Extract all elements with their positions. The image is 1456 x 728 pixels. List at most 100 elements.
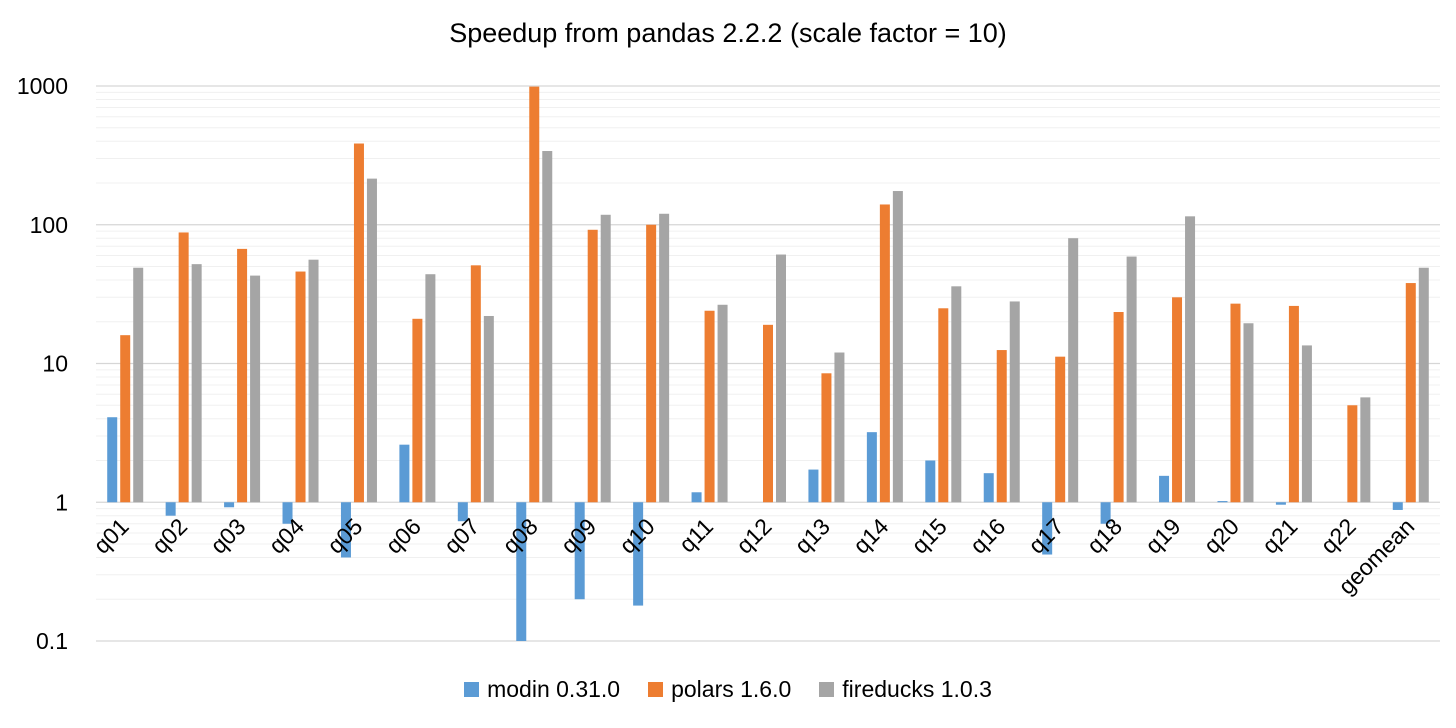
bar-polars-q10 — [646, 224, 657, 503]
bar-polars-q14 — [879, 204, 890, 503]
bar-polars-q13 — [821, 373, 832, 503]
bar-modin-q01 — [107, 417, 118, 503]
bar-fireducks-q08 — [542, 151, 553, 503]
x-tick-label: q09 — [556, 513, 602, 559]
bar-modin-q20 — [1217, 501, 1228, 503]
bar-modin-q03 — [224, 502, 235, 508]
x-tick-label: q08 — [497, 513, 543, 559]
bar-polars-q04 — [295, 271, 306, 503]
legend-swatch — [464, 682, 480, 697]
bar-modin-q13 — [808, 469, 819, 503]
bar-modin-q15 — [925, 460, 936, 503]
x-tick-label: q02 — [147, 513, 193, 559]
y-tick-label: 0.1 — [36, 628, 68, 654]
bar-polars-q15 — [938, 308, 949, 503]
bar-polars-q05 — [353, 143, 364, 503]
bar-fireducks-q03 — [250, 275, 261, 503]
x-tick-label: q18 — [1082, 513, 1128, 559]
bar-fireducks-q04 — [308, 259, 319, 503]
bar-fireducks-geomean — [1418, 267, 1429, 503]
bar-modin-q16 — [983, 473, 994, 503]
legend-label: modin 0.31.0 — [487, 676, 621, 702]
bar-fireducks-q05 — [366, 178, 377, 503]
bar-fireducks-q06 — [425, 274, 436, 503]
x-tick-label: q15 — [906, 513, 952, 559]
bar-modin-q21 — [1275, 502, 1286, 505]
x-tick-label: q03 — [205, 513, 251, 559]
bar-modin-q09 — [574, 502, 585, 600]
x-tick-label: q12 — [731, 513, 777, 559]
bar-fireducks-q02 — [191, 264, 202, 503]
x-tick-label: q16 — [965, 513, 1011, 559]
bar-fireducks-q20 — [1243, 323, 1254, 503]
bar-fireducks-q09 — [600, 214, 611, 503]
bar-fireducks-q13 — [834, 352, 845, 503]
legend: modin 0.31.0 polars 1.6.0 fireducks 1.0.3 — [0, 676, 1456, 703]
bar-fireducks-q19 — [1185, 216, 1196, 503]
bar-polars-q03 — [237, 248, 248, 503]
x-tick-label: q22 — [1315, 513, 1361, 559]
legend-entry: fireducks 1.0.3 — [819, 676, 992, 703]
bar-polars-q20 — [1230, 303, 1241, 503]
bar-polars-q12 — [763, 324, 773, 503]
bar-polars-q02 — [178, 232, 189, 503]
x-tick-label: q11 — [674, 513, 718, 557]
legend-label: polars 1.6.0 — [671, 676, 792, 702]
bar-modin-q14 — [866, 432, 877, 503]
x-tick-label: q21 — [1257, 513, 1303, 559]
bar-fireducks-q21 — [1301, 345, 1312, 503]
bar-modin-q10 — [633, 502, 644, 606]
x-tick-label: q07 — [439, 513, 485, 559]
bar-polars-q16 — [996, 350, 1007, 503]
bar-modin-q07 — [457, 502, 468, 522]
legend-swatch — [819, 682, 835, 697]
bar-fireducks-q22 — [1360, 397, 1371, 503]
bar-fireducks-q16 — [1009, 301, 1020, 503]
y-tick-label: 1 — [55, 489, 68, 515]
x-tick-label: q10 — [614, 513, 660, 559]
bar-polars-q09 — [587, 229, 598, 503]
bar-fireducks-q12 — [776, 254, 786, 503]
bar-polars-q18 — [1113, 312, 1124, 503]
legend-entry: modin 0.31.0 — [464, 676, 620, 703]
bar-polars-q01 — [120, 335, 131, 503]
x-tick-label: q19 — [1140, 513, 1186, 559]
bar-fireducks-q10 — [659, 213, 670, 503]
bar-modin-q11 — [691, 492, 702, 503]
bar-polars-geomean — [1405, 283, 1416, 503]
x-tick-label: q04 — [264, 513, 310, 559]
bar-polars-q21 — [1288, 305, 1299, 503]
y-tick-label: 1000 — [17, 73, 68, 99]
bar-fireducks-q15 — [951, 286, 962, 503]
legend-swatch — [648, 682, 664, 697]
bar-modin-q02 — [165, 502, 176, 516]
x-tick-label: q01 — [88, 513, 134, 559]
x-tick-label: q13 — [789, 513, 835, 559]
bar-modin-q04 — [282, 502, 293, 524]
x-tick-label: q17 — [1023, 513, 1069, 559]
x-tick-label: q14 — [848, 513, 894, 559]
bar-fireducks-q17 — [1068, 238, 1079, 503]
legend-label: fireducks 1.0.3 — [842, 676, 992, 702]
bar-modin-q08 — [516, 502, 527, 641]
bar-polars-q08 — [529, 86, 540, 503]
y-tick-label: 10 — [42, 351, 68, 377]
legend-entry: polars 1.6.0 — [648, 676, 791, 703]
y-tick-label: 100 — [30, 212, 68, 238]
bar-polars-q22 — [1347, 405, 1358, 503]
bar-modin-q18 — [1100, 502, 1111, 524]
x-tick-label: q06 — [380, 513, 426, 559]
bar-polars-q06 — [412, 318, 423, 503]
chart-title: Speedup from pandas 2.2.2 (scale factor … — [449, 18, 1007, 48]
bar-modin-geomean — [1392, 502, 1403, 510]
bar-fireducks-q01 — [133, 267, 144, 503]
bar-fireducks-q18 — [1126, 256, 1137, 503]
bar-modin-q19 — [1159, 475, 1170, 503]
bar-fireducks-q14 — [892, 191, 903, 503]
x-tick-label: q20 — [1198, 513, 1244, 559]
bar-polars-q11 — [704, 310, 715, 503]
bar-polars-q17 — [1055, 356, 1066, 503]
bar-polars-q07 — [470, 265, 481, 503]
bar-modin-q06 — [399, 444, 410, 503]
